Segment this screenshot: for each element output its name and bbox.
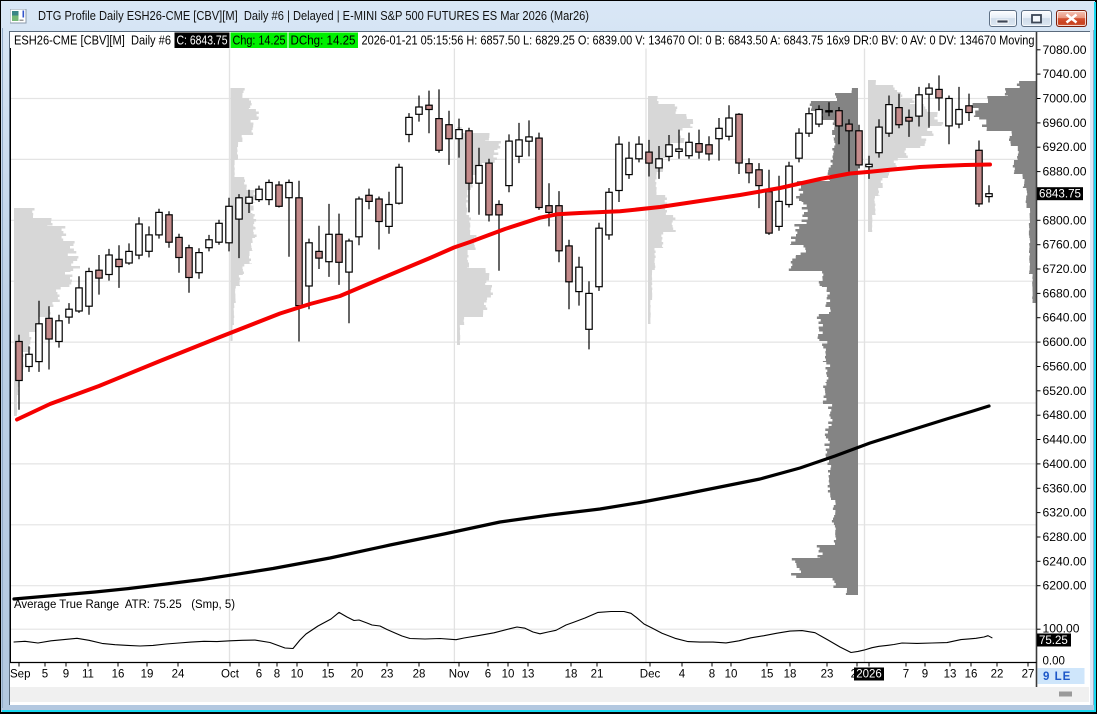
- svg-text:6760.00: 6760.00: [1043, 240, 1087, 252]
- svg-text:6880.00: 6880.00: [1043, 167, 1087, 179]
- svg-text:7: 7: [903, 669, 909, 681]
- svg-text:10: 10: [502, 669, 515, 681]
- svg-text:Average True Range ATR: 75.25: Average True Range ATR: 75.25 (Smp, 5): [14, 599, 235, 611]
- svg-text:13: 13: [944, 669, 957, 681]
- svg-text:7040.00: 7040.00: [1043, 69, 1087, 81]
- svg-text:Dec: Dec: [640, 669, 661, 681]
- svg-text:9: 9: [63, 669, 69, 681]
- svg-text:C: 6843.75: C: 6843.75: [177, 33, 228, 48]
- svg-text:2026-01-21 05:15:56 H: 6857.50: 2026-01-21 05:15:56 H: 6857.50 L: 6829.2…: [362, 33, 1035, 48]
- svg-text:Chg: 14.25: Chg: 14.25: [233, 33, 286, 48]
- svg-text:11: 11: [82, 669, 94, 681]
- svg-text:13: 13: [522, 669, 535, 681]
- svg-text:5: 5: [42, 669, 48, 681]
- svg-text:15: 15: [322, 669, 335, 681]
- svg-text:6320.00: 6320.00: [1043, 508, 1087, 520]
- svg-text:6843.75: 6843.75: [1039, 189, 1081, 201]
- svg-text:6440.00: 6440.00: [1043, 435, 1087, 447]
- svg-text:75.25: 75.25: [1039, 635, 1068, 647]
- svg-text:22: 22: [991, 669, 1004, 681]
- svg-text:6480.00: 6480.00: [1043, 410, 1087, 422]
- svg-text:9: 9: [922, 669, 928, 681]
- svg-text:2026: 2026: [856, 669, 882, 681]
- svg-text:7000.00: 7000.00: [1043, 94, 1087, 106]
- svg-text:6960.00: 6960.00: [1043, 118, 1087, 130]
- svg-text:6600.00: 6600.00: [1043, 337, 1087, 349]
- svg-text:6640.00: 6640.00: [1043, 313, 1087, 325]
- svg-text:Sep: Sep: [10, 669, 30, 681]
- svg-text:8: 8: [274, 669, 280, 681]
- svg-text:6280.00: 6280.00: [1043, 532, 1087, 544]
- svg-text:100.00: 100.00: [1043, 624, 1080, 636]
- svg-text:18: 18: [565, 669, 578, 681]
- svg-text:8: 8: [709, 669, 715, 681]
- svg-text:18: 18: [784, 669, 797, 681]
- svg-text:6400.00: 6400.00: [1043, 459, 1087, 471]
- svg-text:6720.00: 6720.00: [1043, 264, 1087, 276]
- svg-text:Oct: Oct: [221, 669, 240, 681]
- svg-text:Nov: Nov: [449, 669, 470, 681]
- svg-text:23: 23: [381, 669, 394, 681]
- svg-text:DTG Profile Daily ESH26-CME [C: DTG Profile Daily ESH26-CME [CBV][M] Dai…: [38, 8, 589, 23]
- svg-text:6800.00: 6800.00: [1043, 215, 1087, 227]
- svg-text:21: 21: [591, 669, 604, 681]
- svg-text:ESH26-CME [CBV][M] Daily #6: ESH26-CME [CBV][M] Daily #6: [14, 33, 171, 48]
- svg-text:4: 4: [679, 669, 686, 681]
- svg-text:6920.00: 6920.00: [1043, 142, 1087, 154]
- svg-text:6: 6: [256, 669, 262, 681]
- svg-text:7080.00: 7080.00: [1043, 45, 1087, 57]
- svg-text:0.00: 0.00: [1043, 656, 1065, 668]
- svg-text:16: 16: [965, 669, 978, 681]
- svg-text:6360.00: 6360.00: [1043, 483, 1087, 495]
- svg-text:15: 15: [761, 669, 774, 681]
- svg-text:24: 24: [172, 669, 185, 681]
- svg-text:10: 10: [291, 669, 304, 681]
- svg-text:6680.00: 6680.00: [1043, 288, 1087, 300]
- svg-text:16: 16: [112, 669, 125, 681]
- svg-text:6200.00: 6200.00: [1043, 581, 1087, 593]
- svg-text:27: 27: [1022, 669, 1035, 681]
- svg-text:20: 20: [351, 669, 364, 681]
- svg-text:6: 6: [485, 669, 491, 681]
- svg-text:10: 10: [725, 669, 738, 681]
- svg-text:28: 28: [413, 669, 426, 681]
- svg-text:9 LE: 9 LE: [1043, 671, 1071, 683]
- svg-text:19: 19: [141, 669, 154, 681]
- svg-text:6240.00: 6240.00: [1043, 556, 1087, 568]
- svg-text:6520.00: 6520.00: [1043, 386, 1087, 398]
- svg-text:DChg: 14.25: DChg: 14.25: [291, 33, 356, 48]
- svg-text:23: 23: [821, 669, 834, 681]
- svg-text:6560.00: 6560.00: [1043, 362, 1087, 374]
